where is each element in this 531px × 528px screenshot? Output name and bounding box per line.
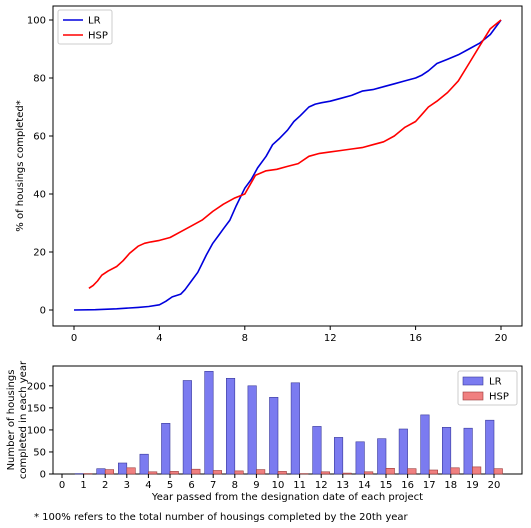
x-tick-label: 10 bbox=[272, 480, 285, 491]
bar-hsp bbox=[493, 468, 503, 475]
bar-lr bbox=[290, 382, 300, 475]
x-axis-label: Year passed from the designation date of… bbox=[151, 492, 423, 503]
x-tick-label: 1 bbox=[80, 480, 86, 491]
series-line-lr bbox=[73, 19, 502, 311]
x-tick-label: 4 bbox=[145, 480, 151, 491]
bar-lr bbox=[463, 427, 473, 475]
y-tick-label: 0 bbox=[40, 470, 46, 481]
x-tick-label: 15 bbox=[380, 480, 393, 491]
bar-lr bbox=[139, 453, 149, 475]
y-tick-label: 60 bbox=[33, 132, 46, 143]
x-tick-label: 4 bbox=[156, 333, 162, 344]
bar-lr bbox=[204, 370, 214, 475]
x-tick-label: 16 bbox=[401, 480, 414, 491]
x-tick-label: 5 bbox=[167, 480, 173, 491]
bar-hsp bbox=[428, 469, 439, 475]
bar-hsp bbox=[364, 471, 374, 475]
y-axis-label-line: completed in each year bbox=[18, 360, 29, 479]
y-tick-label: 100 bbox=[27, 425, 46, 436]
x-tick-label: 20 bbox=[495, 333, 508, 344]
legend-swatch-hsp bbox=[462, 391, 484, 401]
y-tick-label: 0 bbox=[40, 306, 46, 317]
bar-hsp bbox=[169, 471, 179, 475]
bar-hsp bbox=[472, 466, 482, 475]
bar-lr bbox=[485, 419, 495, 475]
bar-lr bbox=[333, 437, 344, 475]
x-tick-label: 0 bbox=[71, 333, 77, 344]
bar-hsp bbox=[450, 467, 460, 475]
footnote: * 100% refers to the total number of hou… bbox=[34, 512, 408, 523]
legend-swatch-lr bbox=[462, 376, 484, 386]
y-tick-label: 100 bbox=[27, 16, 46, 27]
x-tick-label: 13 bbox=[336, 480, 349, 491]
x-tick-label: 8 bbox=[242, 333, 248, 344]
bar-lr bbox=[312, 426, 322, 475]
x-tick-label: 11 bbox=[293, 480, 306, 491]
y-tick-label: 200 bbox=[27, 381, 46, 392]
bar-lr bbox=[355, 441, 365, 475]
bar-lr bbox=[182, 380, 192, 475]
bar-hsp bbox=[320, 471, 331, 475]
plot-frame bbox=[52, 365, 523, 475]
series-line-hsp bbox=[88, 19, 502, 289]
legend-label-hsp: HSP bbox=[489, 392, 509, 403]
x-tick-label: 0 bbox=[59, 480, 65, 491]
x-tick-label: 19 bbox=[466, 480, 479, 491]
y-tick-label: 50 bbox=[33, 447, 46, 458]
bar-lr bbox=[441, 426, 452, 475]
x-tick-label: 16 bbox=[409, 333, 422, 344]
x-tick-label: 12 bbox=[315, 480, 328, 491]
x-tick-label: 20 bbox=[488, 480, 501, 491]
x-tick-label: 14 bbox=[358, 480, 371, 491]
y-tick-label: 80 bbox=[33, 74, 46, 85]
x-tick-label: 7 bbox=[210, 480, 216, 491]
line-chart: 0 4 8 12 16 20 0 20 40 60 80 100 % of housings compl… bbox=[15, 5, 523, 344]
bar-chart: 0 1 2 3 4 5 6 7 8 9 10 11 12 13 14 15 16 17 18 19 2005010015… bbox=[6, 360, 523, 503]
bar-lr bbox=[398, 428, 408, 475]
y-axis-label-line: Number of housings bbox=[6, 370, 17, 471]
legend-label-hsp: HSP bbox=[88, 31, 108, 42]
bar-hsp bbox=[148, 471, 158, 475]
bar-lr bbox=[161, 422, 171, 475]
x-tick-label: 17 bbox=[423, 480, 436, 491]
bar-hsp bbox=[191, 468, 201, 475]
bar-lr bbox=[247, 385, 257, 475]
y-tick-label: 40 bbox=[33, 190, 46, 201]
bar-lr bbox=[377, 438, 387, 475]
bar-lr bbox=[118, 462, 128, 475]
y-tick-label: 20 bbox=[33, 248, 46, 259]
x-tick-label: 9 bbox=[253, 480, 259, 491]
bar-hsp bbox=[126, 467, 136, 475]
bar-lr bbox=[96, 468, 106, 475]
x-tick-label: 12 bbox=[324, 333, 337, 344]
legend-label-lr: LR bbox=[489, 377, 502, 388]
bar-hsp bbox=[104, 469, 114, 475]
bar-lr bbox=[269, 396, 279, 475]
bar-hsp bbox=[277, 471, 287, 475]
y-tick-label: 150 bbox=[27, 403, 46, 414]
bar-hsp bbox=[234, 470, 244, 475]
y-axis-label: % of housings completed* bbox=[15, 100, 26, 231]
x-tick-label: 2 bbox=[102, 480, 108, 491]
x-tick-label: 3 bbox=[124, 480, 130, 491]
plot-frame bbox=[52, 5, 523, 327]
x-tick-label: 18 bbox=[444, 480, 457, 491]
bar-hsp bbox=[256, 469, 266, 475]
bar-hsp bbox=[407, 468, 417, 475]
y-axis-label: Number of housingscompleted in each year bbox=[6, 360, 29, 479]
bar-hsp bbox=[342, 472, 352, 475]
bar-lr bbox=[420, 414, 430, 475]
bar-lr bbox=[226, 377, 236, 475]
x-tick-label: 8 bbox=[232, 480, 238, 491]
bar-hsp bbox=[385, 467, 395, 475]
legend-label-lr: LR bbox=[88, 16, 101, 27]
x-tick-label: 6 bbox=[188, 480, 194, 491]
bar-hsp bbox=[212, 470, 222, 475]
